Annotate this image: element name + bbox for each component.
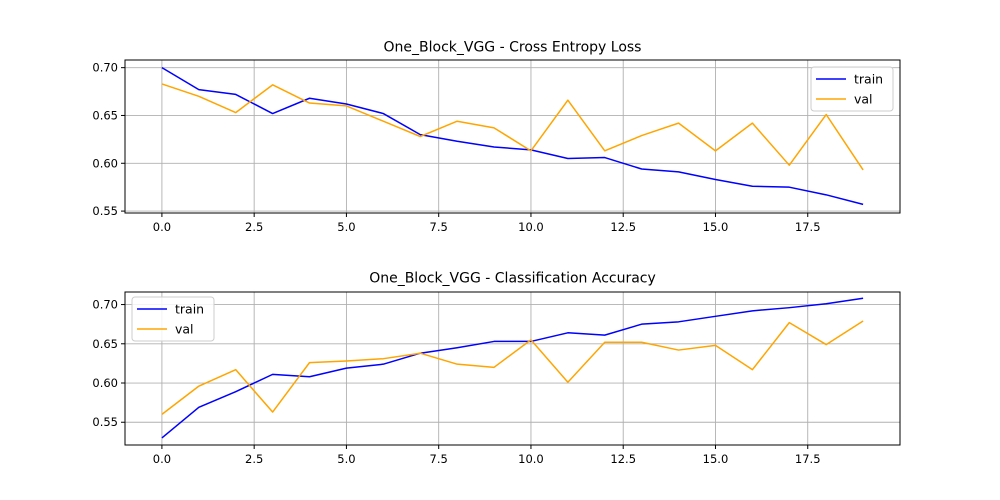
- y-tick-label: 0.60: [92, 156, 118, 170]
- series-line-train: [161, 67, 864, 206]
- x-tick-label: 5.0: [337, 452, 355, 466]
- x-tick-label: 10.0: [518, 220, 544, 234]
- legend: train val: [810, 66, 894, 112]
- x-tick-label: 0.0: [153, 220, 171, 234]
- x-tick-label: 15.0: [703, 452, 729, 466]
- legend: train val: [131, 296, 215, 342]
- plot-frame: [124, 59, 901, 214]
- series-line-val: [161, 83, 864, 171]
- y-tick-label: 0.70: [92, 298, 118, 312]
- y-tick-label: 0.70: [92, 61, 118, 75]
- x-tick-label: 12.5: [610, 220, 636, 234]
- x-tick-label: 17.5: [795, 220, 821, 234]
- chart-title: One_Block_VGG - Classification Accuracy: [369, 271, 656, 287]
- chart-title: One_Block_VGG - Cross Entropy Loss: [384, 40, 642, 56]
- y-tick-label: 0.60: [92, 376, 118, 390]
- y-tick-label: 0.55: [92, 415, 118, 429]
- legend-label-val: val: [175, 322, 194, 337]
- legend-box: [810, 66, 894, 112]
- accuracy-chart: One_Block_VGG - Classification Accuracy …: [92, 271, 901, 466]
- x-tick-label: 10.0: [518, 452, 544, 466]
- plot-frame: [124, 291, 901, 446]
- y-tick-label: 0.65: [92, 108, 118, 122]
- series-line-val: [161, 320, 864, 415]
- y-tick-label: 0.65: [92, 337, 118, 351]
- x-tick-label: 7.5: [430, 452, 448, 466]
- x-tick-label: 12.5: [610, 452, 636, 466]
- legend-label-val: val: [854, 92, 873, 107]
- legend-label-train: train: [854, 72, 883, 87]
- x-tick-label: 17.5: [795, 452, 821, 466]
- x-tick-label: 2.5: [245, 220, 263, 234]
- y-tick-label: 0.55: [92, 204, 118, 218]
- x-tick-label: 2.5: [245, 452, 263, 466]
- x-tick-label: 0.0: [153, 452, 171, 466]
- series-line-train: [161, 297, 864, 439]
- x-tick-label: 15.0: [703, 220, 729, 234]
- loss-chart: One_Block_VGG - Cross Entropy Loss 0.0 2.…: [92, 40, 901, 234]
- x-tick-label: 7.5: [430, 220, 448, 234]
- legend-label-train: train: [175, 302, 204, 317]
- x-tick-label: 5.0: [337, 220, 355, 234]
- legend-box: [131, 296, 215, 342]
